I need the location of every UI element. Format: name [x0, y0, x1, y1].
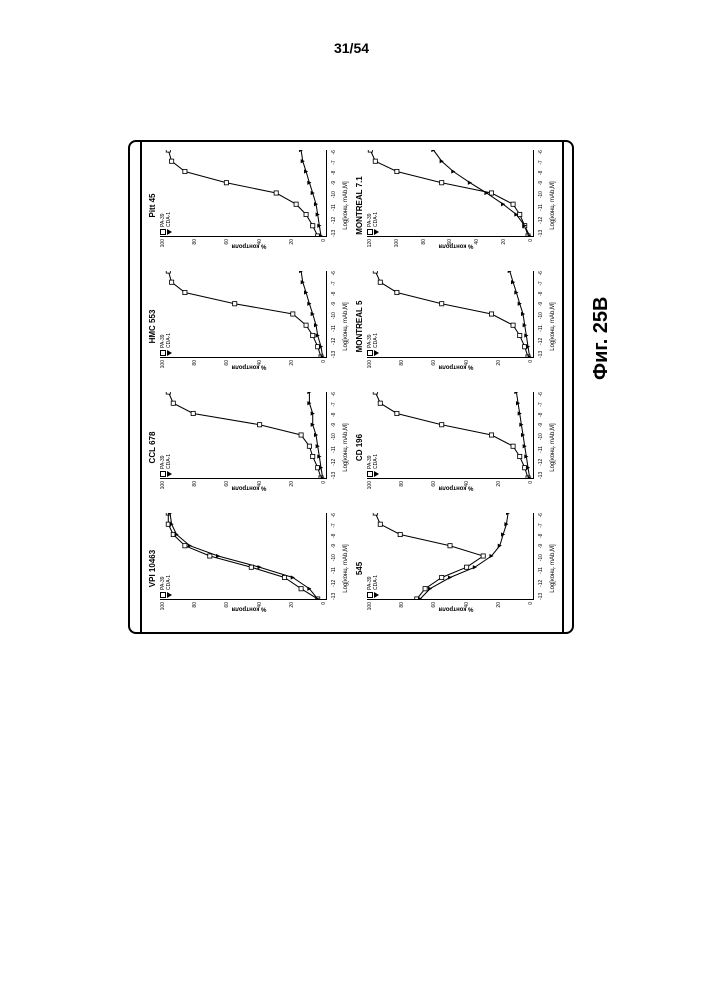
chart-panel: MONTREAL 7.1% контроля120100806040200 PA… — [353, 146, 558, 265]
triangle-marker-icon — [167, 229, 172, 235]
plot-area — [367, 392, 534, 479]
legend-label: CDA-1 — [373, 212, 379, 227]
plot-area — [367, 150, 534, 237]
plot-area — [367, 513, 534, 600]
x-ticks: -13-12-11-10-9-8-7-6 — [538, 392, 544, 479]
triangle-marker-icon — [374, 350, 379, 356]
y-ticks: 120100806040200 — [367, 239, 534, 253]
chart-panel: HMC 553% контроля100806040200 PA-39CDA-1… — [146, 267, 351, 386]
legend: PA-39CDA-1 — [367, 575, 379, 598]
chart-title: VPI 10463 — [148, 550, 157, 587]
legend: PA-39CDA-1 — [160, 333, 172, 356]
legend-item: CDA-1 — [373, 454, 379, 477]
legend: PA-39CDA-1 — [367, 454, 379, 477]
legend: PA-39CDA-1 — [160, 454, 172, 477]
square-marker-icon — [160, 229, 166, 235]
legend-item: CDA-1 — [166, 333, 172, 356]
triangle-marker-icon — [167, 592, 172, 598]
chart-panel: MONTREAL 5% контроля100806040200 PA-39CD… — [353, 267, 558, 386]
figure-label: Фиг. 25B — [590, 297, 613, 381]
x-ticks: -13-12-11-10-9-8-7-6 — [538, 271, 544, 358]
legend-label: CDA-1 — [166, 333, 172, 348]
chart-title: MONTREAL 7.1 — [355, 176, 364, 235]
page-number: 31/54 — [334, 40, 369, 56]
plot-area — [160, 150, 327, 237]
triangle-marker-icon — [374, 471, 379, 477]
y-ticks: 100806040200 — [160, 239, 327, 253]
legend: PA-39CDA-1 — [367, 212, 379, 235]
figure-container: VPI 10463% контроля100806040200 PA-39CDA… — [140, 140, 564, 634]
plot-area — [367, 271, 534, 358]
square-marker-icon — [367, 350, 373, 356]
triangle-marker-icon — [167, 350, 172, 356]
triangle-marker-icon — [167, 471, 172, 477]
y-ticks: 100806040200 — [160, 360, 327, 374]
chart-panel: Pitt 45% контроля100806040200 PA-39CDA-1… — [146, 146, 351, 265]
legend: PA-39CDA-1 — [367, 333, 379, 356]
square-marker-icon — [367, 229, 373, 235]
x-ticks: -13-12-11-10-9-8-7-6 — [331, 150, 337, 237]
chart-title: 545 — [355, 562, 364, 575]
legend: PA-39CDA-1 — [160, 575, 172, 598]
x-axis-label: Log[конц. mAb,M] — [343, 423, 349, 471]
legend-label: CDA-1 — [166, 212, 172, 227]
legend-item: CDA-1 — [373, 575, 379, 598]
chart-title: MONTREAL 5 — [355, 301, 364, 353]
square-marker-icon — [160, 471, 166, 477]
chart-panel: CCL 678% контроля100806040200 PA-39CDA-1… — [146, 388, 351, 507]
legend-label: CDA-1 — [166, 575, 172, 590]
x-ticks: -13-12-11-10-9-8-7-6 — [538, 513, 544, 600]
square-marker-icon — [367, 471, 373, 477]
y-ticks: 100806040200 — [160, 602, 327, 616]
y-ticks: 100806040200 — [367, 360, 534, 374]
x-axis-label: Log[конц. mAb,M] — [550, 544, 556, 592]
y-ticks: 100806040200 — [367, 481, 534, 495]
legend: PA-39CDA-1 — [160, 212, 172, 235]
chart-title: HMC 553 — [148, 310, 157, 344]
plot-area — [160, 392, 327, 479]
x-axis-label: Log[конц. mAb,M] — [343, 544, 349, 592]
charts-grid: VPI 10463% контроля100806040200 PA-39CDA… — [142, 142, 562, 632]
triangle-marker-icon — [374, 229, 379, 235]
legend-label: CDA-1 — [166, 454, 172, 469]
x-ticks: -13-12-11-10-9-8-7-6 — [331, 513, 337, 600]
x-axis-label: Log[конц. mAb,M] — [550, 302, 556, 350]
legend-item: CDA-1 — [166, 575, 172, 598]
legend-item: CDA-1 — [166, 454, 172, 477]
square-marker-icon — [160, 592, 166, 598]
square-marker-icon — [160, 350, 166, 356]
chart-panel: CD 196% контроля100806040200 PA-39CDA-1-… — [353, 388, 558, 507]
x-ticks: -13-12-11-10-9-8-7-6 — [331, 271, 337, 358]
plot-area — [160, 513, 327, 600]
triangle-marker-icon — [374, 592, 379, 598]
x-axis-label: Log[конц. mAb,M] — [550, 423, 556, 471]
legend-label: CDA-1 — [373, 454, 379, 469]
legend-item: CDA-1 — [373, 212, 379, 235]
y-ticks: 100806040200 — [160, 481, 327, 495]
plot-area — [160, 271, 327, 358]
chart-title: CD 196 — [355, 434, 364, 461]
y-ticks: 100806040200 — [367, 602, 534, 616]
legend-label: CDA-1 — [373, 333, 379, 348]
x-axis-label: Log[конц. mAb,M] — [343, 181, 349, 229]
square-marker-icon — [367, 592, 373, 598]
x-axis-label: Log[конц. mAb,M] — [343, 302, 349, 350]
chart-title: Pitt 45 — [148, 193, 157, 217]
x-ticks: -13-12-11-10-9-8-7-6 — [538, 150, 544, 237]
x-axis-label: Log[конц. mAb,M] — [550, 181, 556, 229]
chart-panel: 545% контроля100806040200 PA-39CDA-1-13-… — [353, 509, 558, 628]
legend-label: CDA-1 — [373, 575, 379, 590]
chart-title: CCL 678 — [148, 432, 157, 464]
legend-item: CDA-1 — [166, 212, 172, 235]
x-ticks: -13-12-11-10-9-8-7-6 — [331, 392, 337, 479]
legend-item: CDA-1 — [373, 333, 379, 356]
chart-panel: VPI 10463% контроля100806040200 PA-39CDA… — [146, 509, 351, 628]
